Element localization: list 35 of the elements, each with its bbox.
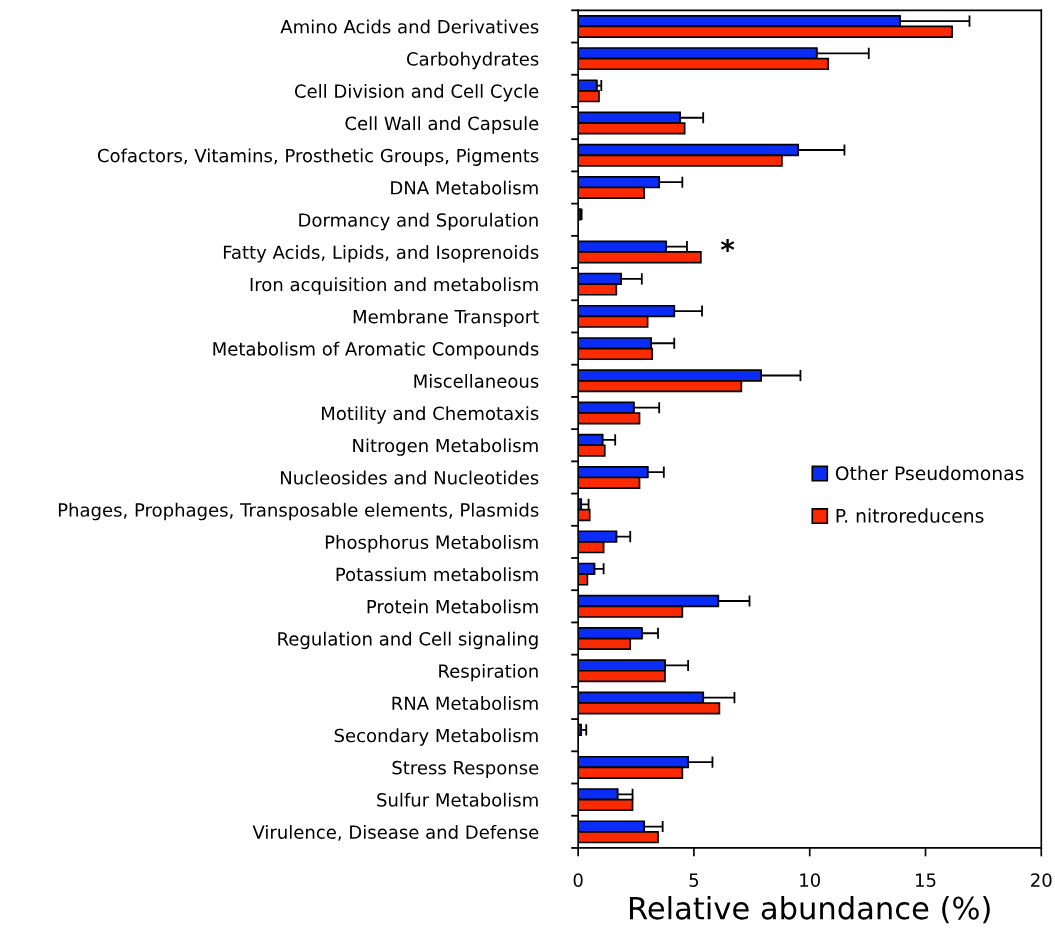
x-tick-label: 0 — [573, 873, 583, 887]
legend-label: Other Pseudomonas — [835, 465, 1024, 481]
y-tick-label: Sulfur Metabolism — [377, 792, 538, 807]
y-tick-label: Secondary Metabolism — [334, 728, 538, 746]
x-tick-label: 20 — [1031, 873, 1052, 887]
x-tick-label: 5 — [689, 873, 699, 887]
annotation: * — [720, 238, 735, 252]
y-tick-label: Cofactors, Vitamins, Prosthetic Groups, Pigments — [97, 148, 539, 166]
y-tick-label: Potassium metabolism — [336, 567, 538, 582]
y-tick-label: Carbohydrates — [406, 51, 539, 70]
y-tick-label: Respiration — [439, 663, 538, 682]
y-tick-label: Fatty Acids, Lipids, and Isoprenoids — [223, 245, 539, 263]
y-tick-label: Protein Metabolism — [367, 599, 538, 614]
y-tick-label: Metabolism of Aromatic Compounds — [213, 341, 539, 360]
y-tick-label: Amino Acids and Derivatives — [280, 19, 539, 34]
y-tick-label: Virulence, Disease and Defense — [252, 824, 539, 841]
y-tick-label: Stress Response — [392, 760, 539, 779]
y-tick-label: RNA Metabolism — [392, 696, 538, 711]
y-tick-label: Motility and Chemotaxis — [322, 406, 539, 424]
x-tick-label: 15 — [915, 873, 936, 887]
y-tick-label: Nitrogen Metabolism — [353, 438, 538, 456]
x-axis-title: Relative abundance (%) — [629, 895, 990, 924]
y-tick-label: Nucleosides and Nucleotides — [281, 470, 539, 485]
x-tick-label: 10 — [800, 873, 820, 887]
y-tick-label: Membrane Transport — [353, 309, 539, 327]
legend-label: P. nitroreducens — [836, 508, 984, 523]
y-tick-label: Phosphorus Metabolism — [325, 535, 538, 553]
y-tick-label: DNA Metabolism — [391, 180, 538, 195]
y-tick-label: Miscellaneous — [414, 373, 539, 388]
y-tick-label: Cell Wall and Capsule — [345, 116, 539, 134]
y-tick-label: Iron acquisition and metabolism — [250, 277, 538, 295]
y-tick-label: Phages, Prophages, Transposable elements, Plasmids — [58, 502, 539, 521]
y-tick-label: Dormancy and Sporulation — [299, 212, 538, 231]
y-tick-label: Regulation and Cell signaling — [278, 631, 538, 650]
y-tick-label: Cell Division and Cell Cycle — [294, 84, 539, 102]
